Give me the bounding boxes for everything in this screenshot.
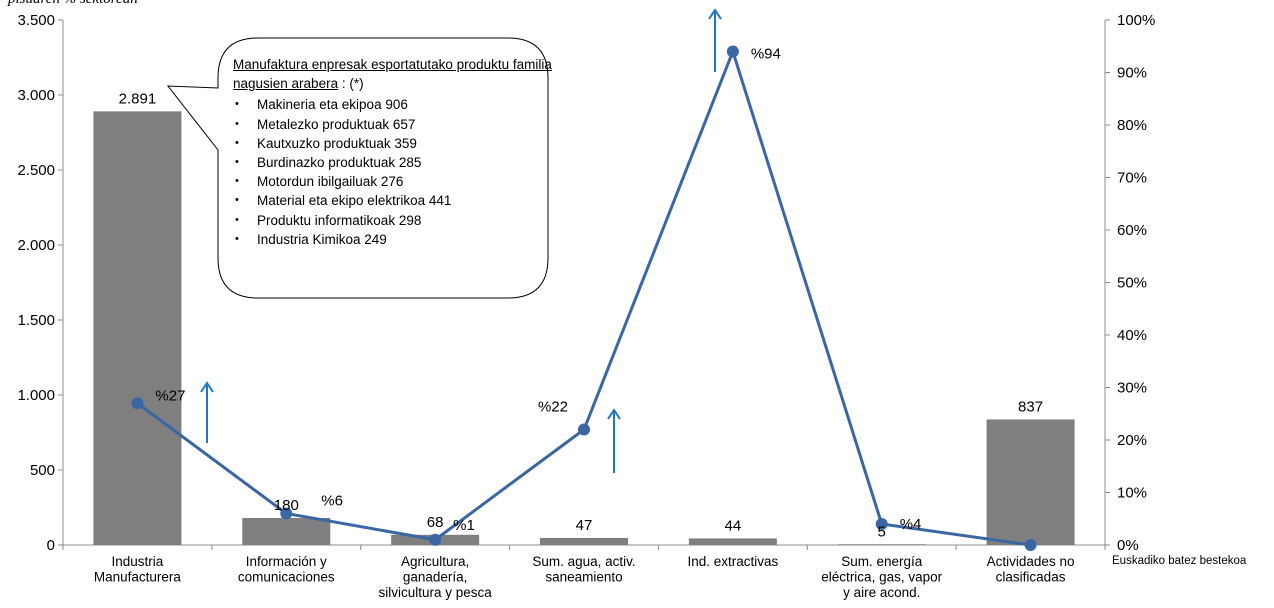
up-arrows bbox=[200, 8, 722, 473]
line-value-label: %6 bbox=[321, 493, 343, 510]
right-tick-label: 10% bbox=[1117, 485, 1147, 502]
right-tick-label: 40% bbox=[1117, 327, 1147, 344]
right-tick-label: 0% bbox=[1117, 537, 1139, 554]
category-label: Sum. energía eléctrica, gas, vapor y aire … bbox=[821, 554, 942, 600]
callout-item: Industria Kimikoa 249 bbox=[233, 230, 553, 249]
category-label-line: Actividades no bbox=[987, 554, 1075, 569]
bar-value-label: 68 bbox=[427, 514, 444, 531]
axes: 0 500 1.000 1.500 2.000 2.500 3.000 3.500 0% 10% 2… bbox=[17, 12, 1155, 600]
left-tick-label: 500 bbox=[30, 462, 55, 479]
category-label-line: comunicaciones bbox=[238, 570, 335, 585]
callout-item: Burdinazko produktuak 285 bbox=[233, 153, 553, 172]
left-tick-label: 2.000 bbox=[17, 237, 55, 254]
callout-item: Metalezko produktuak 657 bbox=[233, 115, 553, 134]
category-label-line: Ind. extractivas bbox=[687, 554, 778, 569]
bar-value-label: 44 bbox=[725, 517, 742, 534]
callout-list: Makineria eta ekipoa 906 Metalezko produ… bbox=[233, 95, 553, 249]
category-label-line: eléctrica, gas, vapor bbox=[821, 570, 942, 585]
line-point bbox=[131, 397, 144, 410]
line-point bbox=[726, 45, 739, 58]
category-label-line: silvicultura y pesca bbox=[378, 585, 492, 600]
bar-value-label: 180 bbox=[274, 497, 299, 514]
callout-item: Kautxuzko produktuak 359 bbox=[233, 134, 553, 153]
right-tick-label: 70% bbox=[1117, 170, 1147, 187]
line-point bbox=[1024, 539, 1037, 551]
bar-value-label: 837 bbox=[1018, 398, 1043, 415]
category-label: Industria Manufacturera bbox=[94, 554, 182, 585]
callout-item: Makineria eta ekipoa 906 bbox=[233, 95, 553, 114]
category-label-line: Sum. agua, activ. bbox=[532, 554, 635, 569]
category-label: Información y comunicaciones bbox=[238, 554, 335, 585]
callout-item: Produktu informatikoak 298 bbox=[233, 211, 553, 230]
chart-partial-title: pisuaren % sektorean bbox=[8, 0, 138, 8]
category-label: Agricultura, ganadería, silvicultura y pes… bbox=[378, 554, 492, 600]
right-tick-label: 50% bbox=[1117, 275, 1147, 292]
bar bbox=[688, 538, 777, 545]
bar bbox=[93, 111, 182, 545]
bar-value-label: 2.891 bbox=[119, 90, 157, 107]
callout-heading: Manufaktura enpresak esportatutako produ… bbox=[233, 57, 552, 92]
category-label-line: clasificadas bbox=[996, 570, 1066, 585]
category-label-line: Agricultura, bbox=[401, 554, 469, 569]
line-value-label: %4 bbox=[900, 516, 922, 533]
category-label-line: ganadería, bbox=[403, 570, 468, 585]
bar-value-label: 47 bbox=[576, 517, 593, 534]
category-label: Ind. extractivas bbox=[687, 554, 778, 569]
category-label: Actividades no clasificadas bbox=[987, 554, 1075, 585]
up-arrow-head bbox=[607, 408, 621, 420]
left-tick-label: 2.500 bbox=[17, 162, 55, 179]
callout-item: Material eta ekipo elektrikoa 441 bbox=[233, 191, 553, 210]
line-point bbox=[875, 518, 888, 530]
right-tick-label: 100% bbox=[1117, 12, 1155, 29]
category-label-line: Manufacturera bbox=[94, 570, 182, 585]
category-label-line: y aire acond. bbox=[843, 585, 920, 600]
right-tick-label: 20% bbox=[1117, 432, 1147, 449]
category-label-line: saneamiento bbox=[545, 570, 622, 585]
line-value-label: %1 bbox=[453, 517, 475, 534]
right-tick-label: 80% bbox=[1117, 117, 1147, 134]
line-value-label: %22 bbox=[538, 399, 568, 416]
category-label: Sum. agua, activ. saneamiento bbox=[532, 554, 635, 585]
data-labels: 2.891 180 68 47 44 5 837 %27 %6 %1 %22 %94 %4 bbox=[119, 46, 1043, 541]
up-arrow-head bbox=[200, 381, 214, 393]
callout-item: Motordun ibilgailuak 276 bbox=[233, 172, 553, 191]
line-point bbox=[280, 507, 293, 520]
bar bbox=[837, 544, 926, 545]
left-tick-label: 1.500 bbox=[17, 312, 55, 329]
bar bbox=[986, 419, 1075, 545]
right-tick-label: 30% bbox=[1117, 380, 1147, 397]
category-label-line: Información y bbox=[246, 554, 327, 569]
bar bbox=[540, 537, 628, 545]
callout-heading-suffix: : (*) bbox=[341, 76, 364, 92]
left-tick-label: 3.000 bbox=[17, 87, 55, 104]
bar-value-label: 5 bbox=[878, 523, 886, 540]
left-tick-label: 1.000 bbox=[17, 387, 55, 404]
line-value-label: %94 bbox=[751, 46, 781, 63]
average-note: Euskadiko batez bestekoa bbox=[1112, 555, 1247, 567]
left-tick-label: 3.500 bbox=[17, 12, 55, 29]
line-point bbox=[429, 533, 442, 546]
category-label-line: Industria bbox=[112, 554, 164, 569]
right-tick-label: 90% bbox=[1117, 65, 1147, 82]
bar bbox=[242, 518, 331, 545]
line-series bbox=[131, 45, 1037, 551]
line-point bbox=[578, 423, 590, 436]
line-value-label: %27 bbox=[155, 387, 185, 404]
right-tick-label: 60% bbox=[1117, 222, 1147, 239]
callout-text: Manufaktura enpresak esportatutako produ… bbox=[233, 55, 553, 249]
up-arrow-head bbox=[708, 8, 722, 20]
category-label-line: Sum. energía bbox=[841, 554, 923, 569]
left-tick-label: 0 bbox=[47, 537, 55, 554]
